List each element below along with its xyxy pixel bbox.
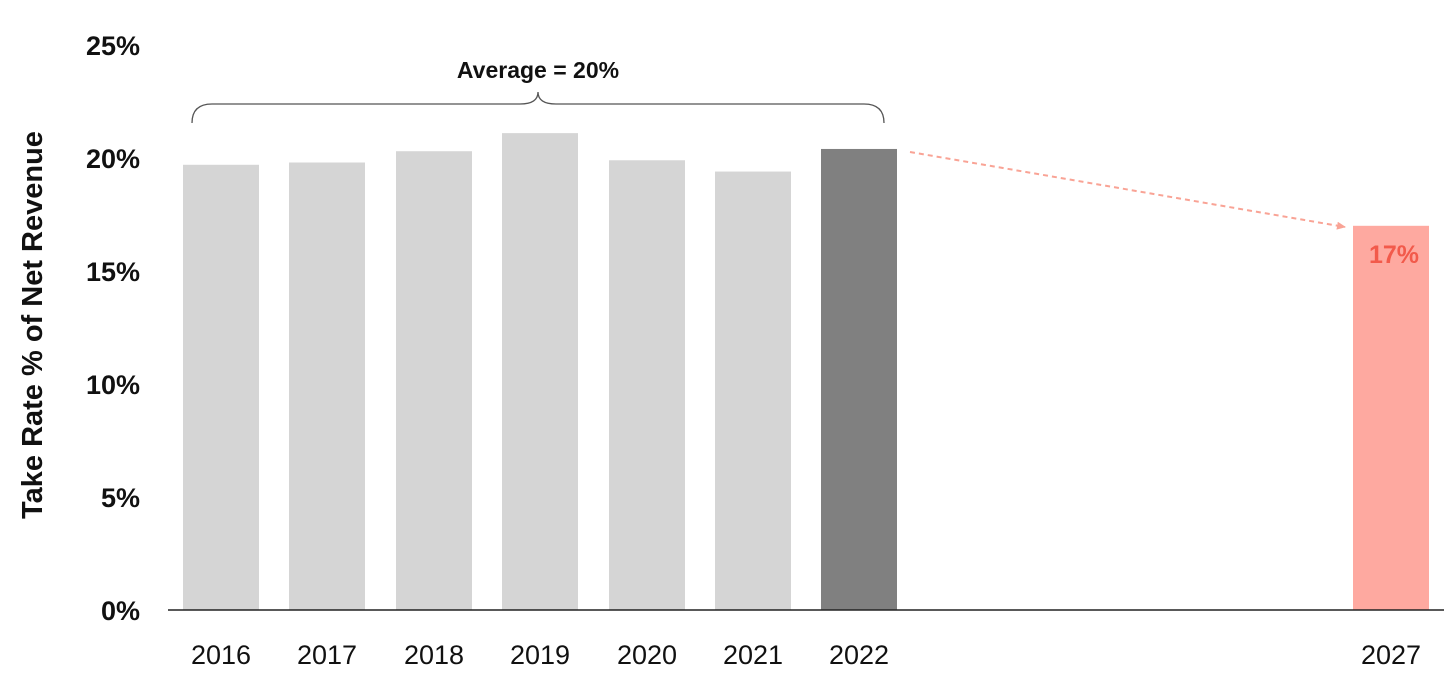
y-tick-label: 15% [86,257,140,287]
y-tick-label: 25% [86,31,140,61]
x-tick-label: 2016 [191,640,251,670]
x-tick-label: 2019 [510,640,570,670]
y-tick-label: 20% [86,144,140,174]
x-tick-label: 2021 [723,640,783,670]
average-brace [191,91,885,124]
bar-2020 [609,160,685,610]
x-tick-label: 2022 [829,640,889,670]
bars [183,133,1429,611]
bar-2017 [289,162,365,610]
x-tick-label: 2017 [297,640,357,670]
bar-2016 [183,164,259,610]
bar-2027 [1353,225,1429,611]
average-annotation: Average = 20% [457,57,619,83]
trend-arrow [909,151,1346,230]
bar-2018 [396,151,472,610]
y-tick-label: 5% [101,483,140,513]
y-axis-ticks: 0% 5% 10% 15% 20% 25% [86,31,140,626]
y-tick-label: 10% [86,370,140,400]
x-tick-label: 2020 [617,640,677,670]
bar-2021 [715,171,791,610]
x-tick-label: 2027 [1361,640,1421,670]
x-axis-ticks: 2016 2017 2018 2019 2020 2021 2022 2027 [191,640,1421,670]
y-tick-label: 0% [101,596,140,626]
x-tick-label: 2018 [404,640,464,670]
bar-2022 [821,148,897,610]
forecast-data-label: 17% [1369,241,1419,269]
y-axis-label: Take Rate % of Net Revenue [17,131,49,519]
bar-2019 [502,133,578,610]
